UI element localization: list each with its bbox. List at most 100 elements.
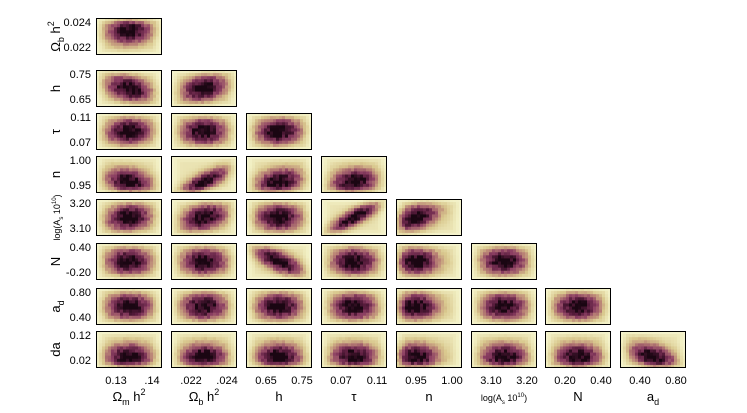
panel-log_As-vs-h <box>246 199 312 236</box>
x-axis-label-a_d: ad <box>647 389 659 407</box>
y-tick-label: 0.022 <box>63 42 91 54</box>
panel-frame <box>171 70 237 107</box>
x-tick-label: 0.65 <box>255 375 276 387</box>
panel-frame <box>171 243 237 280</box>
y-axis-label-h: h <box>48 85 63 92</box>
x-axis-label-omega_m_h2: Ωm h2 <box>112 387 145 407</box>
panel-frame <box>471 288 537 325</box>
y-axis-label-N: N <box>48 257 63 266</box>
y-tick-label: 3.10 <box>70 223 91 235</box>
panel-frame <box>246 199 312 236</box>
x-tick-label: .024 <box>216 375 237 387</box>
y-tick-label: 0.12 <box>70 330 91 342</box>
x-tick-label: 3.20 <box>516 375 537 387</box>
panel-a_d-vs-omega_b_h2 <box>171 288 237 325</box>
panel-frame <box>246 243 312 280</box>
x-tick-label: 3.10 <box>480 375 501 387</box>
panel-frame <box>96 199 162 236</box>
panel-N-vs-log_As <box>471 243 537 280</box>
x-tick-label: 0.40 <box>590 375 611 387</box>
panel-frame <box>396 331 462 368</box>
panel-da-vs-tau <box>321 331 387 368</box>
x-axis-label-log_As: log(As 1010) <box>481 393 527 406</box>
panel-a_d-vs-log_As <box>471 288 537 325</box>
panel-frame <box>96 70 162 107</box>
panel-frame <box>321 331 387 368</box>
panel-tau-vs-omega_m_h2 <box>96 113 162 150</box>
panel-N-vs-omega_b_h2 <box>171 243 237 280</box>
panel-a_d-vs-tau <box>321 288 387 325</box>
y-axis-label-a_d: ad <box>48 300 66 312</box>
panel-da-vs-N <box>545 331 611 368</box>
x-tick-label: 1.00 <box>441 375 462 387</box>
y-tick-label: -0.20 <box>66 267 91 279</box>
panel-n-vs-h <box>246 156 312 193</box>
panel-frame <box>396 243 462 280</box>
x-tick-label: 0.80 <box>665 375 686 387</box>
panel-omega_b_h2-vs-omega_m_h2 <box>96 18 162 55</box>
panel-frame <box>620 331 686 368</box>
panel-frame <box>321 199 387 236</box>
x-tick-label: 0.20 <box>554 375 575 387</box>
x-tick-label: 0.95 <box>405 375 426 387</box>
panel-n-vs-tau <box>321 156 387 193</box>
panel-n-vs-omega_m_h2 <box>96 156 162 193</box>
panel-frame <box>96 156 162 193</box>
panel-frame <box>545 331 611 368</box>
y-tick-label: 0.40 <box>70 312 91 324</box>
panel-frame <box>471 243 537 280</box>
panel-h-vs-omega_b_h2 <box>171 70 237 107</box>
panel-frame <box>246 113 312 150</box>
panel-h-vs-omega_m_h2 <box>96 70 162 107</box>
panel-frame <box>321 288 387 325</box>
y-tick-label: 0.02 <box>70 355 91 367</box>
panel-da-vs-h <box>246 331 312 368</box>
panel-frame <box>96 113 162 150</box>
panel-frame <box>171 156 237 193</box>
x-tick-label: 0.13 <box>105 375 126 387</box>
panel-da-vs-a_d <box>620 331 686 368</box>
panel-log_As-vs-n <box>396 199 462 236</box>
panel-frame <box>321 243 387 280</box>
y-tick-label: 0.65 <box>70 94 91 106</box>
panel-da-vs-n <box>396 331 462 368</box>
panel-a_d-vs-omega_m_h2 <box>96 288 162 325</box>
panel-frame <box>96 331 162 368</box>
y-tick-label: 1.00 <box>70 155 91 167</box>
panel-N-vs-h <box>246 243 312 280</box>
panel-n-vs-omega_b_h2 <box>171 156 237 193</box>
x-axis-label-omega_b_h2: Ωb h2 <box>189 387 220 407</box>
y-tick-label: 0.75 <box>70 69 91 81</box>
panel-frame <box>96 18 162 55</box>
x-axis-label-tau: τ <box>351 389 357 404</box>
x-axis-label-h: h <box>275 389 282 404</box>
panel-log_As-vs-tau <box>321 199 387 236</box>
panel-frame <box>96 288 162 325</box>
y-axis-label-log_As: log(As 1010) <box>52 194 65 240</box>
panel-N-vs-tau <box>321 243 387 280</box>
panel-frame <box>545 288 611 325</box>
x-tick-label: .14 <box>144 375 159 387</box>
panel-da-vs-log_As <box>471 331 537 368</box>
y-axis-label-omega_b_h2: Ωb h2 <box>46 21 66 52</box>
panel-a_d-vs-n <box>396 288 462 325</box>
panel-da-vs-omega_b_h2 <box>171 331 237 368</box>
y-tick-label: 0.95 <box>70 180 91 192</box>
y-axis-label-n: n <box>48 171 63 178</box>
y-axis-label-da: da <box>48 342 63 357</box>
panel-frame <box>396 288 462 325</box>
panel-tau-vs-h <box>246 113 312 150</box>
panel-frame <box>171 288 237 325</box>
panel-frame <box>171 199 237 236</box>
panel-frame <box>96 243 162 280</box>
x-tick-label: .022 <box>180 375 201 387</box>
panel-frame <box>471 331 537 368</box>
panel-N-vs-omega_m_h2 <box>96 243 162 280</box>
y-tick-label: 0.11 <box>70 112 91 124</box>
panel-a_d-vs-h <box>246 288 312 325</box>
x-axis-label-N: N <box>573 389 582 404</box>
panel-frame <box>246 331 312 368</box>
panel-log_As-vs-omega_m_h2 <box>96 199 162 236</box>
x-tick-label: 0.75 <box>291 375 312 387</box>
